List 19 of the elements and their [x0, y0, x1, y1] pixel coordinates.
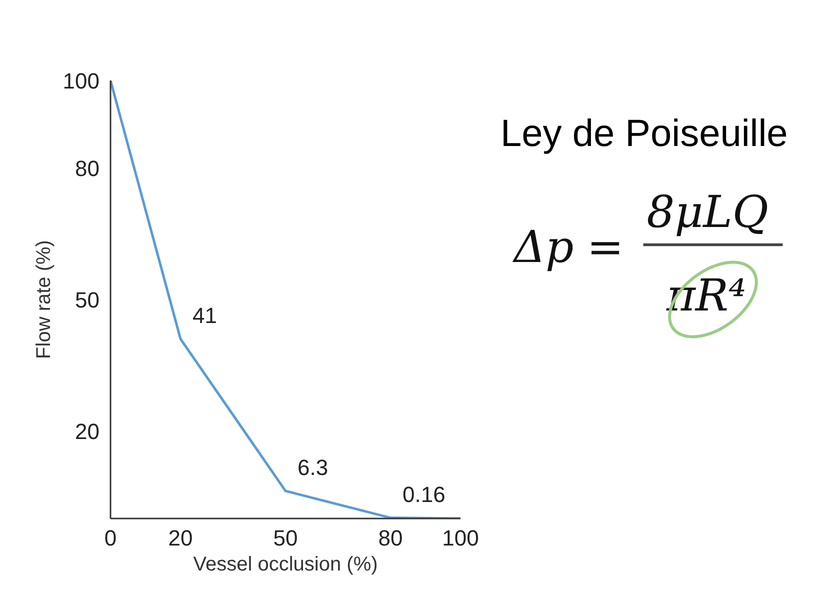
x-tick-label: 100	[442, 526, 479, 550]
y-axis-title: Flow rate (%)	[32, 240, 55, 359]
data-label: 41	[192, 302, 217, 328]
text: Δp	[512, 222, 574, 274]
y-tick-label: 20	[75, 418, 100, 444]
y-tick-label: 50	[75, 288, 100, 312]
data-label: 0.16	[402, 482, 446, 507]
x-tick-label: 50	[273, 526, 298, 550]
x-tick-label: 80	[378, 526, 403, 550]
x-tick-label: 0	[104, 526, 117, 550]
y-tick-label: 80	[75, 156, 100, 182]
text: 8μLQ	[646, 187, 768, 238]
data-label: 6.3	[298, 454, 328, 480]
x-tick-label: 20	[168, 526, 193, 550]
text: Ley de Poiseuille	[500, 112, 788, 155]
x-axis-title: Vessel occlusion (%)	[193, 554, 378, 576]
text: =	[586, 222, 624, 274]
line-series	[110, 80, 460, 518]
y-tick-label: 100	[62, 68, 100, 94]
